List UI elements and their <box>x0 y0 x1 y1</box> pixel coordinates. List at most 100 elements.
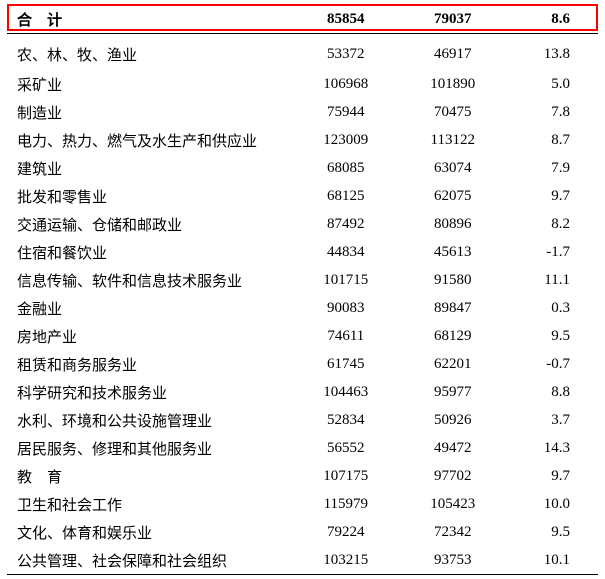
row-value-2: 80896 <box>399 210 506 238</box>
row-value-1: 74611 <box>292 322 399 350</box>
row-value-2: 89847 <box>399 294 506 322</box>
row-value-1: 115979 <box>292 490 399 518</box>
row-name: 建筑业 <box>7 154 292 182</box>
row-name: 住宿和餐饮业 <box>7 238 292 266</box>
row-value-3: 8.8 <box>506 378 598 406</box>
row-name: 租赁和商务服务业 <box>7 350 292 378</box>
table-row: 教 育107175977029.7 <box>7 462 598 490</box>
row-value-2: 68129 <box>399 322 506 350</box>
row-value-1: 68125 <box>292 182 399 210</box>
row-name: 房地产业 <box>7 322 292 350</box>
table-container: 合 计85854790378.6农、林、牧、渔业533724691713.8采矿… <box>7 4 598 575</box>
row-value-2: 62201 <box>399 350 506 378</box>
row-value-3: 10.1 <box>506 546 598 575</box>
row-value-2: 95977 <box>399 378 506 406</box>
table-row: 制造业75944704757.8 <box>7 98 598 126</box>
table-row: 住宿和餐饮业4483445613-1.7 <box>7 238 598 266</box>
table-row: 金融业90083898470.3 <box>7 294 598 322</box>
row-name: 居民服务、修理和其他服务业 <box>7 434 292 462</box>
row-value-1: 123009 <box>292 126 399 154</box>
row-name: 水利、环境和公共设施管理业 <box>7 406 292 434</box>
row-value-1: 87492 <box>292 210 399 238</box>
row-name: 合 计 <box>7 5 292 34</box>
table-row: 农、林、牧、渔业533724691713.8 <box>7 34 598 71</box>
row-name: 科学研究和技术服务业 <box>7 378 292 406</box>
row-name: 采矿业 <box>7 70 292 98</box>
row-value-1: 101715 <box>292 266 399 294</box>
row-value-2: 46917 <box>399 34 506 71</box>
table-row: 居民服务、修理和其他服务业565524947214.3 <box>7 434 598 462</box>
row-name: 文化、体育和娱乐业 <box>7 518 292 546</box>
row-value-1: 107175 <box>292 462 399 490</box>
table-row: 卫生和社会工作11597910542310.0 <box>7 490 598 518</box>
row-name: 批发和零售业 <box>7 182 292 210</box>
row-value-3: -0.7 <box>506 350 598 378</box>
row-name: 农、林、牧、渔业 <box>7 34 292 71</box>
row-value-3: 9.5 <box>506 518 598 546</box>
row-value-1: 90083 <box>292 294 399 322</box>
row-value-1: 53372 <box>292 34 399 71</box>
row-value-3: 14.3 <box>506 434 598 462</box>
table-row: 建筑业68085630747.9 <box>7 154 598 182</box>
row-value-2: 70475 <box>399 98 506 126</box>
row-value-3: 7.9 <box>506 154 598 182</box>
industry-table: 合 计85854790378.6农、林、牧、渔业533724691713.8采矿… <box>7 4 598 575</box>
row-value-2: 91580 <box>399 266 506 294</box>
row-value-1: 44834 <box>292 238 399 266</box>
row-value-3: 9.7 <box>506 462 598 490</box>
row-value-3: 8.6 <box>506 5 598 34</box>
row-value-3: 7.8 <box>506 98 598 126</box>
row-name: 交通运输、仓储和邮政业 <box>7 210 292 238</box>
row-value-3: 13.8 <box>506 34 598 71</box>
row-value-3: 3.7 <box>506 406 598 434</box>
row-name: 公共管理、社会保障和社会组织 <box>7 546 292 575</box>
row-value-2: 72342 <box>399 518 506 546</box>
row-value-2: 50926 <box>399 406 506 434</box>
row-name: 电力、热力、燃气及水生产和供应业 <box>7 126 292 154</box>
row-value-2: 49472 <box>399 434 506 462</box>
row-value-3: 9.7 <box>506 182 598 210</box>
table-row: 交通运输、仓储和邮政业87492808968.2 <box>7 210 598 238</box>
row-value-1: 61745 <box>292 350 399 378</box>
row-value-3: 0.3 <box>506 294 598 322</box>
row-value-1: 103215 <box>292 546 399 575</box>
table-row: 电力、热力、燃气及水生产和供应业1230091131228.7 <box>7 126 598 154</box>
table-row: 公共管理、社会保障和社会组织1032159375310.1 <box>7 546 598 575</box>
row-value-3: 5.0 <box>506 70 598 98</box>
row-value-1: 56552 <box>292 434 399 462</box>
row-name: 金融业 <box>7 294 292 322</box>
table-row: 采矿业1069681018905.0 <box>7 70 598 98</box>
table-row: 信息传输、软件和信息技术服务业1017159158011.1 <box>7 266 598 294</box>
row-value-1: 85854 <box>292 5 399 34</box>
table-row: 房地产业74611681299.5 <box>7 322 598 350</box>
row-name: 制造业 <box>7 98 292 126</box>
table-row: 文化、体育和娱乐业79224723429.5 <box>7 518 598 546</box>
row-value-1: 79224 <box>292 518 399 546</box>
row-value-2: 79037 <box>399 5 506 34</box>
row-value-2: 93753 <box>399 546 506 575</box>
row-value-3: 9.5 <box>506 322 598 350</box>
row-value-1: 75944 <box>292 98 399 126</box>
row-value-2: 97702 <box>399 462 506 490</box>
row-value-2: 45613 <box>399 238 506 266</box>
row-value-3: 8.2 <box>506 210 598 238</box>
row-value-3: -1.7 <box>506 238 598 266</box>
row-value-1: 68085 <box>292 154 399 182</box>
row-name: 教 育 <box>7 462 292 490</box>
table-row: 水利、环境和公共设施管理业52834509263.7 <box>7 406 598 434</box>
table-total-row: 合 计85854790378.6 <box>7 5 598 34</box>
row-value-2: 62075 <box>399 182 506 210</box>
table-row: 科学研究和技术服务业104463959778.8 <box>7 378 598 406</box>
row-value-3: 10.0 <box>506 490 598 518</box>
row-name: 信息传输、软件和信息技术服务业 <box>7 266 292 294</box>
row-value-1: 106968 <box>292 70 399 98</box>
row-value-2: 105423 <box>399 490 506 518</box>
row-value-2: 63074 <box>399 154 506 182</box>
row-value-3: 8.7 <box>506 126 598 154</box>
table-row: 租赁和商务服务业6174562201-0.7 <box>7 350 598 378</box>
row-value-3: 11.1 <box>506 266 598 294</box>
row-value-1: 52834 <box>292 406 399 434</box>
row-name: 卫生和社会工作 <box>7 490 292 518</box>
row-value-2: 113122 <box>399 126 506 154</box>
table-row: 批发和零售业68125620759.7 <box>7 182 598 210</box>
